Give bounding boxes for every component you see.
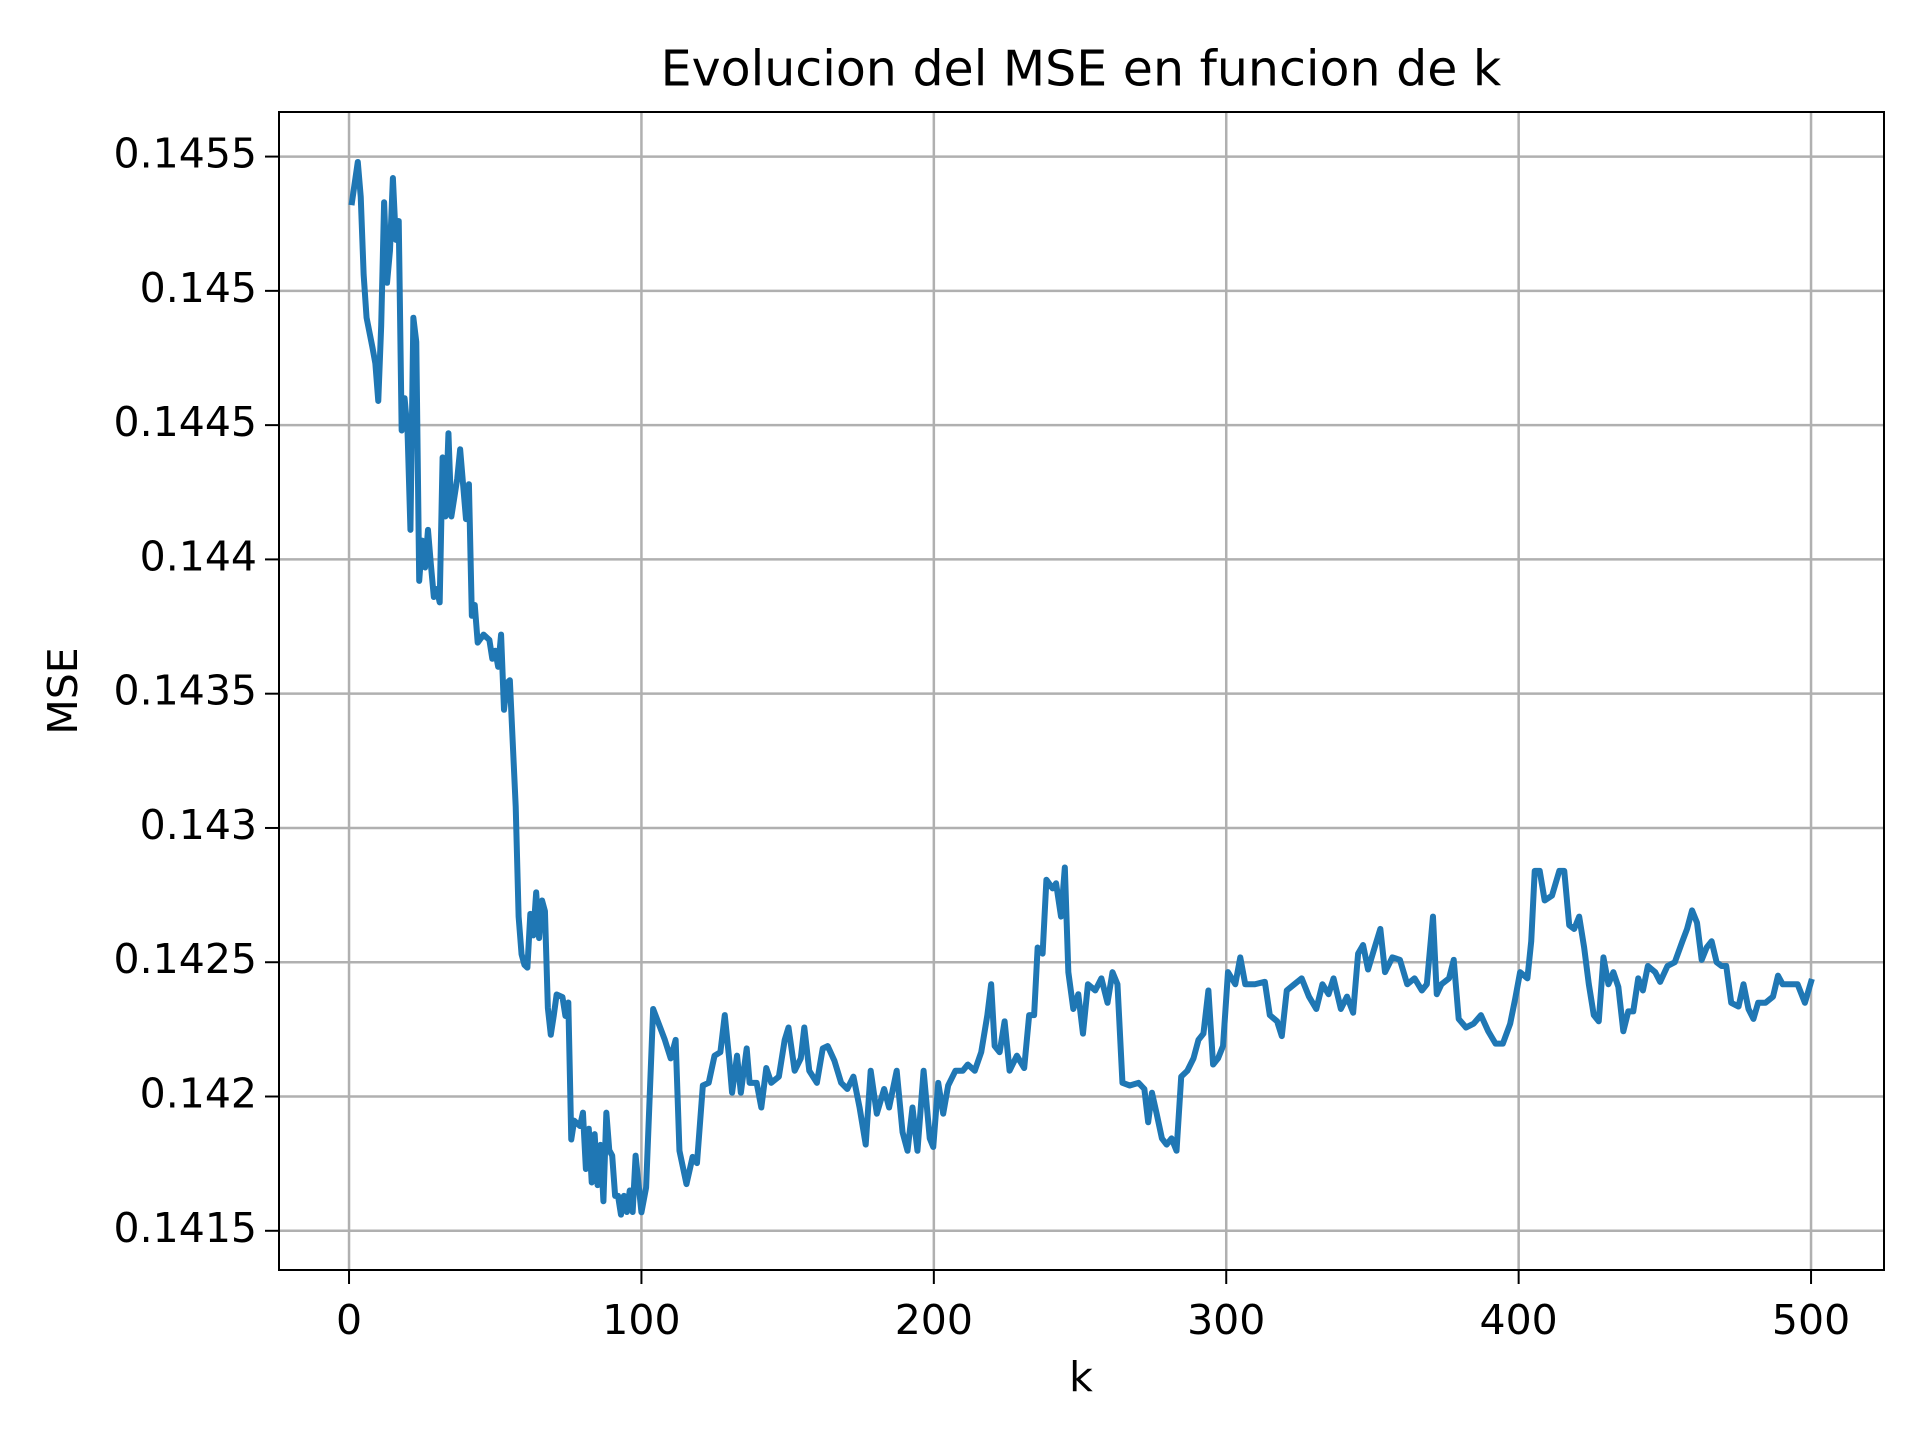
x-tick-label: 200 [895, 1296, 973, 1344]
y-tick-label: 0.1455 [114, 130, 257, 178]
x-tick-label: 100 [602, 1296, 680, 1344]
y-tick-label: 0.1415 [114, 1204, 257, 1252]
x-tick-label: 300 [1187, 1296, 1265, 1344]
y-tick-label: 0.1425 [114, 935, 257, 983]
y-axis-label: MSE [39, 647, 87, 734]
x-tick-label: 400 [1480, 1296, 1558, 1344]
x-tick-label: 500 [1772, 1296, 1850, 1344]
y-tick-label: 0.145 [140, 264, 257, 312]
plot-area [348, 158, 1815, 1218]
ticks: 0 100 200 300 400 500 0.1415 0.142 0.1425 0.143 0.… [114, 130, 1851, 1344]
data-line [348, 158, 1815, 1218]
x-tick-label: 0 [336, 1296, 362, 1344]
grid [279, 112, 1884, 1270]
y-tick-label: 0.144 [140, 532, 257, 580]
y-tick-label: 0.1435 [114, 667, 257, 715]
axes-frame [278, 111, 1885, 1271]
y-tick-label: 0.143 [140, 801, 257, 849]
y-tick-label: 0.1445 [114, 398, 257, 446]
y-tick-label: 0.142 [140, 1070, 257, 1118]
x-axis-label: k [1069, 1353, 1093, 1401]
chart-title: Evolucion del MSE en funcion de k [661, 41, 1502, 98]
